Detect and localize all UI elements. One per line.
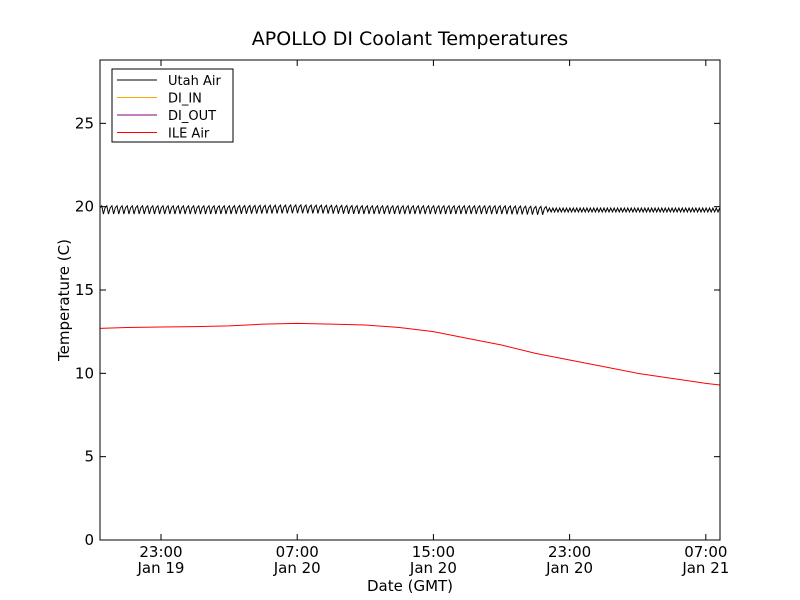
chart-title: APOLLO DI Coolant Temperatures — [252, 28, 568, 50]
y-tick-label: 25 — [75, 114, 94, 132]
x-tick-date: Jan 20 — [545, 559, 593, 577]
x-tick-time: 15:00 — [412, 543, 455, 561]
plot-frame — [99, 59, 721, 541]
x-tick-date: Jan 20 — [409, 559, 457, 577]
x-tick-date: Jan 21 — [681, 559, 729, 577]
y-tick-label: 5 — [84, 448, 94, 466]
y-tick-label: 0 — [84, 531, 94, 549]
legend-label: ILE Air — [168, 127, 210, 142]
series-line-ile-air — [100, 322, 720, 386]
y-tick-label: 20 — [75, 198, 94, 216]
legend-label: Utah Air — [168, 74, 221, 89]
x-tick-time: 07:00 — [684, 543, 727, 561]
y-tick-label: 15 — [75, 281, 94, 299]
y-tick-label: 10 — [75, 364, 94, 382]
x-tick-time: 07:00 — [276, 543, 319, 561]
y-axis: 0 5 10 15 20 25 — [75, 114, 720, 549]
x-tick-time: 23:00 — [548, 543, 591, 561]
legend-box — [111, 68, 234, 143]
x-tick-date: Jan 20 — [273, 559, 321, 577]
x-axis-label: Date (GMT) — [367, 577, 453, 595]
series-lines — [100, 203, 720, 386]
legend: Utah Air DI_IN DI_OUT ILE Air — [111, 68, 234, 143]
y-axis-label: Temperature (C) — [55, 239, 73, 362]
x-tick-date: Jan 19 — [137, 559, 185, 577]
legend-label: DI_IN — [168, 92, 202, 107]
series-line-utah-air — [100, 203, 720, 215]
x-tick-time: 23:00 — [139, 543, 182, 561]
legend-label: DI_OUT — [168, 109, 216, 124]
